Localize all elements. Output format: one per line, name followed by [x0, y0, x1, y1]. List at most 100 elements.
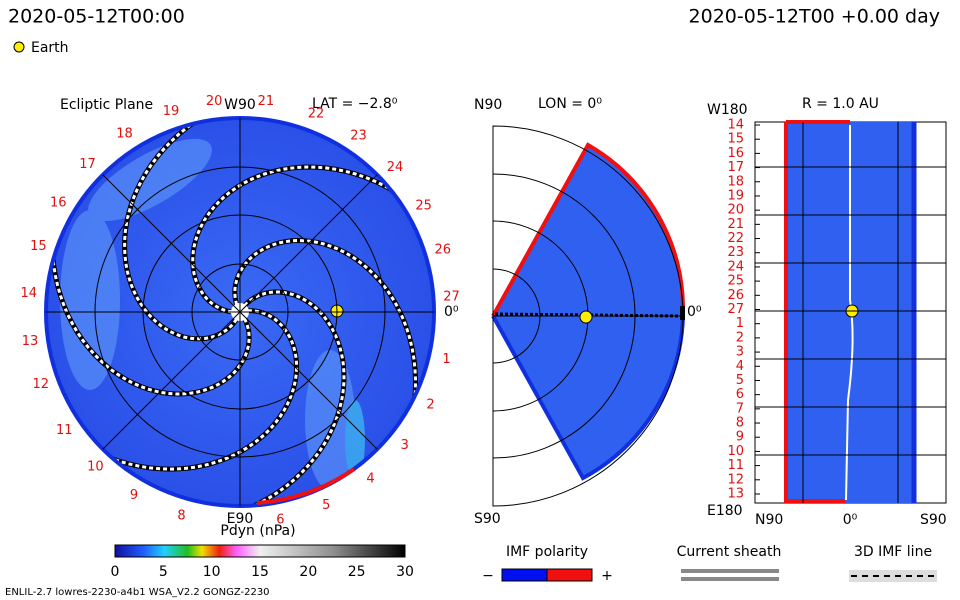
- x-label: N90: [755, 512, 783, 528]
- colorbar-tick: 30: [396, 564, 414, 580]
- row-label: 15: [727, 132, 744, 147]
- carrington-label: 14: [21, 286, 38, 301]
- imf-spiral: [123, 118, 284, 341]
- carrington-label: 26: [434, 243, 451, 258]
- row-label: 23: [727, 245, 744, 260]
- carrington-label: 5: [322, 498, 330, 513]
- imf-spiral: [158, 290, 346, 506]
- carrington-label: 11: [56, 423, 73, 438]
- row-label: 27: [727, 302, 744, 317]
- carrington-label: 17: [79, 157, 96, 172]
- colorbar-tick: 20: [299, 564, 317, 580]
- imf-spiral: [233, 238, 418, 490]
- carrington-label: 19: [163, 104, 180, 119]
- row-label: 24: [727, 259, 744, 274]
- axis-label: 0⁰: [444, 304, 459, 320]
- row-label: 17: [727, 160, 744, 175]
- axis-label: E180: [707, 503, 743, 519]
- polarity-arc: [256, 467, 356, 505]
- row-label: 8: [736, 416, 744, 431]
- row-label: 25: [727, 274, 744, 289]
- row-label: 16: [727, 146, 744, 161]
- panel-title: Ecliptic Plane: [60, 97, 153, 113]
- polar-grid: [46, 118, 434, 506]
- meridional-panel: N90 LON = 0⁰ 0⁰ S90: [474, 96, 702, 527]
- imf-spiral: [50, 161, 251, 396]
- legend-title: IMF polarity: [506, 544, 588, 560]
- axis-label: 0⁰: [687, 304, 702, 320]
- carrington-label: 3: [401, 438, 409, 453]
- row-label: 14: [727, 118, 744, 133]
- row-label: 19: [727, 188, 744, 203]
- axis-label: N90: [474, 97, 502, 113]
- legend-minus: −: [482, 568, 494, 584]
- carrington-label: 4: [366, 472, 374, 487]
- row-label: 22: [727, 231, 744, 246]
- row-label: 18: [727, 174, 744, 189]
- colorbar: Pdyn (nPa) 0 5 10 15 20 25 30: [111, 523, 414, 580]
- carrington-label: 10: [87, 460, 104, 475]
- x-label: S90: [920, 512, 947, 528]
- row-label: 13: [727, 487, 744, 502]
- colorbar-tick: 5: [159, 564, 168, 580]
- time-label: 2020-05-12T00:00: [8, 6, 185, 28]
- carrington-label: 15: [30, 239, 47, 254]
- earth: [579, 310, 593, 324]
- colorbar-tick: 10: [203, 564, 221, 580]
- row-label: 9: [736, 430, 744, 445]
- row-label: 4: [736, 359, 744, 374]
- carrington-label: 24: [387, 160, 404, 175]
- row-label: 2: [736, 330, 744, 345]
- row-label: 20: [727, 203, 744, 218]
- carrington-label: 18: [116, 127, 133, 142]
- axis-label: E90: [227, 511, 254, 527]
- carrington-label: 25: [415, 199, 432, 214]
- colorbar-label: Pdyn (nPa): [220, 523, 295, 539]
- row-label: 10: [727, 444, 744, 459]
- row-label: 12: [727, 472, 744, 487]
- radial-panel: W180 R = 1.0 AU E180 N90 0⁰ S90 14151617…: [707, 96, 947, 528]
- row-label: 6: [736, 387, 744, 402]
- carrington-label: 2: [426, 397, 434, 412]
- colorbar-tick: 15: [251, 564, 269, 580]
- carrington-label: 21: [258, 94, 275, 109]
- earth-icon: [13, 41, 25, 53]
- earth-legend: Earth: [31, 40, 69, 56]
- row-label: 7: [736, 401, 744, 416]
- elapsed-label: 2020-05-12T00 +0.00 day: [689, 6, 940, 28]
- row-label: 3: [736, 345, 744, 360]
- grid-line: [102, 174, 378, 450]
- row-label: 1: [736, 316, 744, 331]
- colorbar-scale: [114, 544, 406, 558]
- ecliptic-panel: Ecliptic Plane W90 LAT = −2.8⁰ E90 0⁰ 27…: [21, 94, 460, 528]
- row-label: 21: [727, 217, 744, 232]
- imf-spiral: [191, 165, 434, 314]
- carrington-label: 9: [130, 488, 138, 503]
- axis-label: S90: [474, 511, 501, 527]
- carrington-label: 12: [33, 377, 50, 392]
- legend-title: Current sheath: [677, 544, 782, 560]
- row-label: 11: [727, 458, 744, 473]
- axis-label: W90: [224, 97, 256, 113]
- colorbar-tick: 0: [111, 564, 120, 580]
- x-label: 0⁰: [843, 512, 858, 528]
- carrington-label: 27: [443, 290, 460, 305]
- carrington-label: 8: [177, 508, 185, 523]
- carrington-label: 13: [22, 334, 39, 349]
- row-label: 26: [727, 288, 744, 303]
- carrington-label: 22: [308, 107, 325, 122]
- carrington-label: 16: [50, 195, 67, 210]
- legend-plus: +: [601, 568, 613, 584]
- row-label: 5: [736, 373, 744, 388]
- carrington-label: 1: [442, 352, 450, 367]
- carrington-label: 20: [206, 94, 223, 109]
- r-label: R = 1.0 AU: [802, 96, 879, 112]
- axis-label: W180: [707, 102, 748, 118]
- imf-spiral: [46, 309, 299, 471]
- carrington-label: 23: [350, 129, 367, 144]
- footer: ENLIL-2.7 lowres-2230-a4b1 WSA_V2.2 GONG…: [5, 587, 270, 598]
- lon-label: LON = 0⁰: [538, 96, 602, 112]
- carrington-label: 6: [276, 513, 284, 528]
- colorbar-tick: 25: [348, 564, 366, 580]
